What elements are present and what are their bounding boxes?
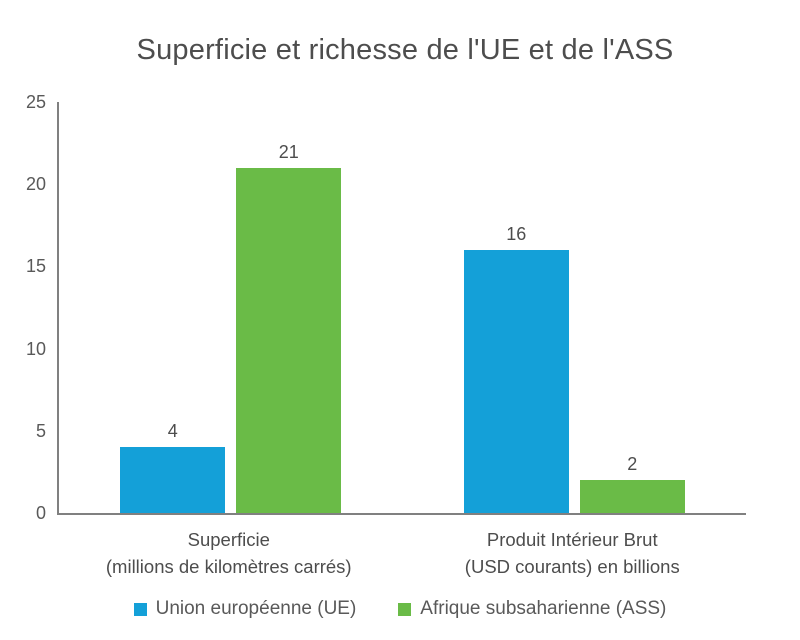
category-label-line: (USD courants) en billions (464, 556, 680, 577)
y-axis-tick-label: 15 (25, 256, 46, 277)
legend-label: Union européenne (UE) (155, 598, 357, 619)
legend-swatch-icon (133, 602, 147, 616)
bar-value-label: 21 (278, 141, 299, 162)
bar-ue-2 (463, 249, 569, 513)
bar-ass-1 (236, 167, 342, 513)
category-label: Superficie (millions de kilomètres carrés… (59, 526, 399, 580)
chart-title: Superficie et richesse de l'UE et de l'A… (136, 34, 674, 66)
category-label-line: Superficie (187, 529, 270, 550)
legend-swatch-icon (398, 602, 412, 616)
y-axis-tick-label: 5 (35, 420, 46, 441)
category-label: Produit Intérieur Brut (USD courants) en … (402, 526, 742, 580)
plot-area: 4 21 16 2 (57, 102, 746, 515)
category-label-line: (millions de kilomètres carrés) (105, 556, 352, 577)
y-axis-tick-label: 0 (35, 503, 46, 523)
y-axis-tick-label: 25 (25, 92, 46, 112)
bar-value-label: 2 (627, 454, 638, 475)
category-label-line: Produit Intérieur Brut (486, 529, 658, 550)
legend: Union européenne (UE) Afrique subsaharien… (0, 598, 800, 620)
bar-value-label: 4 (167, 421, 178, 442)
bar-value-label: 16 (506, 223, 527, 244)
legend-item-ue: Union européenne (UE) (133, 598, 357, 620)
y-axis-tick-label: 20 (25, 174, 46, 195)
bar-ue-1 (120, 447, 226, 513)
legend-label: Afrique subsaharienne (ASS) (420, 598, 667, 619)
y-axis-tick-label: 10 (25, 338, 46, 359)
bar-ass-2 (579, 480, 685, 513)
legend-item-ass: Afrique subsaharienne (ASS) (398, 598, 666, 620)
